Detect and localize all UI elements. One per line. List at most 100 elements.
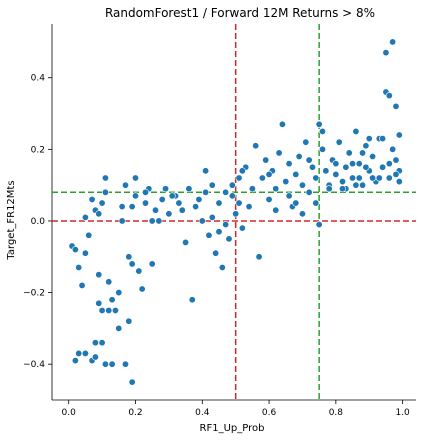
- data-point: [212, 249, 220, 257]
- data-point: [111, 306, 119, 314]
- data-point: [81, 349, 89, 357]
- data-point: [285, 192, 293, 200]
- data-point: [272, 185, 280, 193]
- data-point: [125, 317, 133, 325]
- data-point: [382, 49, 390, 57]
- data-point: [295, 152, 303, 160]
- data-point: [198, 217, 206, 225]
- data-point: [265, 195, 273, 203]
- data-point: [292, 199, 300, 207]
- data-point: [135, 267, 143, 275]
- data-point: [71, 246, 79, 254]
- data-point: [355, 160, 363, 168]
- data-point: [335, 138, 343, 146]
- data-point: [302, 138, 310, 146]
- y-axis: −0.4 −0.2 0.0 0.2 0.4: [23, 74, 52, 370]
- data-point: [75, 349, 83, 357]
- data-point: [375, 174, 383, 182]
- data-point: [101, 360, 109, 368]
- data-point: [175, 199, 183, 207]
- data-point: [385, 174, 393, 182]
- data-point: [222, 221, 230, 229]
- data-point: [81, 213, 89, 221]
- data-point: [128, 378, 136, 386]
- data-point: [362, 142, 370, 150]
- data-point: [285, 160, 293, 168]
- reference-lines: [52, 24, 416, 400]
- data-point: [228, 181, 236, 189]
- data-point: [342, 163, 350, 171]
- data-point: [262, 156, 270, 164]
- data-point: [349, 160, 357, 168]
- x-axis-label: RF1_Up_Prob: [200, 423, 265, 434]
- data-point: [155, 217, 163, 225]
- data-point: [292, 170, 300, 178]
- data-point: [165, 210, 173, 218]
- data-point: [278, 120, 286, 128]
- data-point: [305, 156, 313, 164]
- data-point: [215, 228, 223, 236]
- data-point: [308, 163, 316, 171]
- data-point: [101, 188, 109, 196]
- data-point: [365, 135, 373, 143]
- data-point: [385, 92, 393, 100]
- data-point: [232, 210, 240, 218]
- data-point: [218, 264, 226, 272]
- data-point: [91, 339, 99, 347]
- data-point: [245, 203, 253, 211]
- data-point: [359, 149, 367, 157]
- x-tick-label: 1.0: [395, 408, 410, 418]
- x-tick-label: 0.4: [195, 408, 210, 418]
- data-point: [121, 360, 129, 368]
- data-point: [252, 142, 260, 150]
- data-point: [208, 213, 216, 221]
- data-point: [105, 278, 113, 286]
- data-point: [95, 210, 103, 218]
- data-point: [265, 170, 273, 178]
- data-point: [148, 217, 156, 225]
- data-point: [238, 224, 246, 232]
- x-tick-label: 0.8: [329, 408, 344, 418]
- data-point: [142, 188, 150, 196]
- data-point: [392, 156, 400, 164]
- data-point: [95, 271, 103, 279]
- data-point: [379, 163, 387, 171]
- data-point: [235, 174, 243, 182]
- data-point: [389, 38, 397, 46]
- data-point: [318, 145, 326, 153]
- data-point: [318, 127, 326, 135]
- data-point: [272, 206, 280, 214]
- data-point: [202, 188, 210, 196]
- data-point: [118, 203, 126, 211]
- data-point: [345, 149, 353, 157]
- data-point: [98, 199, 106, 207]
- data-point: [162, 185, 170, 193]
- data-point: [392, 102, 400, 110]
- data-point: [355, 174, 363, 182]
- data-point: [298, 210, 306, 218]
- data-point: [115, 289, 123, 297]
- data-point: [312, 174, 320, 182]
- x-tick-label: 0.6: [262, 408, 277, 418]
- data-point: [228, 192, 236, 200]
- data-point: [108, 296, 116, 304]
- data-point: [315, 221, 323, 229]
- data-point: [238, 167, 246, 175]
- data-point: [168, 192, 176, 200]
- data-point: [325, 185, 333, 193]
- data-point: [91, 353, 99, 361]
- data-point: [395, 131, 403, 139]
- data-point: [95, 299, 103, 307]
- data-point: [315, 120, 323, 128]
- data-point: [138, 285, 146, 293]
- x-tick-label: 0.0: [62, 408, 77, 418]
- data-point: [305, 188, 313, 196]
- data-point: [312, 199, 320, 207]
- data-point: [81, 249, 89, 257]
- data-point: [202, 167, 210, 175]
- data-point: [71, 357, 79, 365]
- plot-area: [51, 24, 416, 401]
- data-point: [339, 178, 347, 186]
- data-point: [128, 260, 136, 268]
